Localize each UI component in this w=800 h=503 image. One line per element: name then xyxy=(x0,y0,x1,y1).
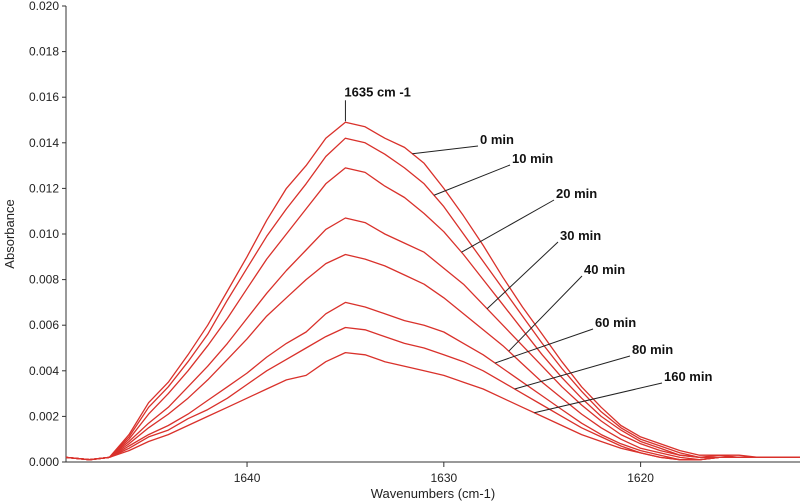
series-label: 30 min xyxy=(560,228,601,243)
series-label: 40 min xyxy=(584,262,625,277)
y-tick-label: 0.008 xyxy=(29,273,59,287)
series-label: 80 min xyxy=(632,342,673,357)
peak-label: 1635 cm -1 xyxy=(344,84,411,99)
series-label: 160 min xyxy=(664,369,712,384)
y-tick-label: 0.006 xyxy=(29,318,59,332)
series-line-0-min xyxy=(65,121,800,461)
series-label-leader xyxy=(494,328,594,364)
series-line-40-min xyxy=(65,253,800,461)
y-axis-title: Absorbance xyxy=(2,199,17,268)
series-label-leader xyxy=(486,241,559,310)
series-label-leader xyxy=(412,145,479,155)
series-line-10-min xyxy=(65,137,800,461)
x-tick-label: 1640 xyxy=(234,471,261,485)
y-tick-label: 0.012 xyxy=(29,181,59,195)
y-tick-label: 0.002 xyxy=(29,409,59,423)
x-tick-label: 1630 xyxy=(430,471,457,485)
series-line-20-min xyxy=(65,167,800,461)
y-tick-label: 0.004 xyxy=(29,364,59,378)
x-axis-title: Wavenumbers (cm-1) xyxy=(371,486,495,501)
series-line-30-min xyxy=(65,217,800,461)
y-tick-label: 0.000 xyxy=(29,455,59,469)
series-label-leaders xyxy=(412,145,663,414)
y-tick-label: 0.016 xyxy=(29,90,59,104)
series-label-leader xyxy=(433,164,511,196)
series-line-160-min xyxy=(65,351,800,461)
y-tick-label: 0.014 xyxy=(29,136,59,150)
x-tick-label: 1620 xyxy=(627,471,654,485)
series-label-leader xyxy=(514,355,631,390)
series-label-leader xyxy=(461,199,555,253)
series-label-leader xyxy=(534,382,663,414)
x-axis-ticks: 1640 1630 1620 xyxy=(234,462,654,485)
series-label-leader xyxy=(508,275,583,352)
peak-annotation: 1635 cm -1 xyxy=(344,84,411,122)
plot-frame xyxy=(65,6,800,463)
y-axis-ticks: 0.000 0.002 0.004 0.006 0.008 0.010 0.012 0.014… xyxy=(29,0,66,469)
series-label: 10 min xyxy=(512,151,553,166)
series-label: 20 min xyxy=(556,186,597,201)
y-tick-label: 0.010 xyxy=(29,227,59,241)
y-tick-label: 0.018 xyxy=(29,45,59,59)
series-line-80-min xyxy=(65,326,800,461)
series-label: 60 min xyxy=(595,315,636,330)
series-labels: 0 min 10 min 20 min 30 min 40 min 60 min 80 mi… xyxy=(480,132,712,384)
series-label: 0 min xyxy=(480,132,514,147)
y-tick-label: 0.020 xyxy=(29,0,59,13)
series-lines xyxy=(65,121,800,461)
